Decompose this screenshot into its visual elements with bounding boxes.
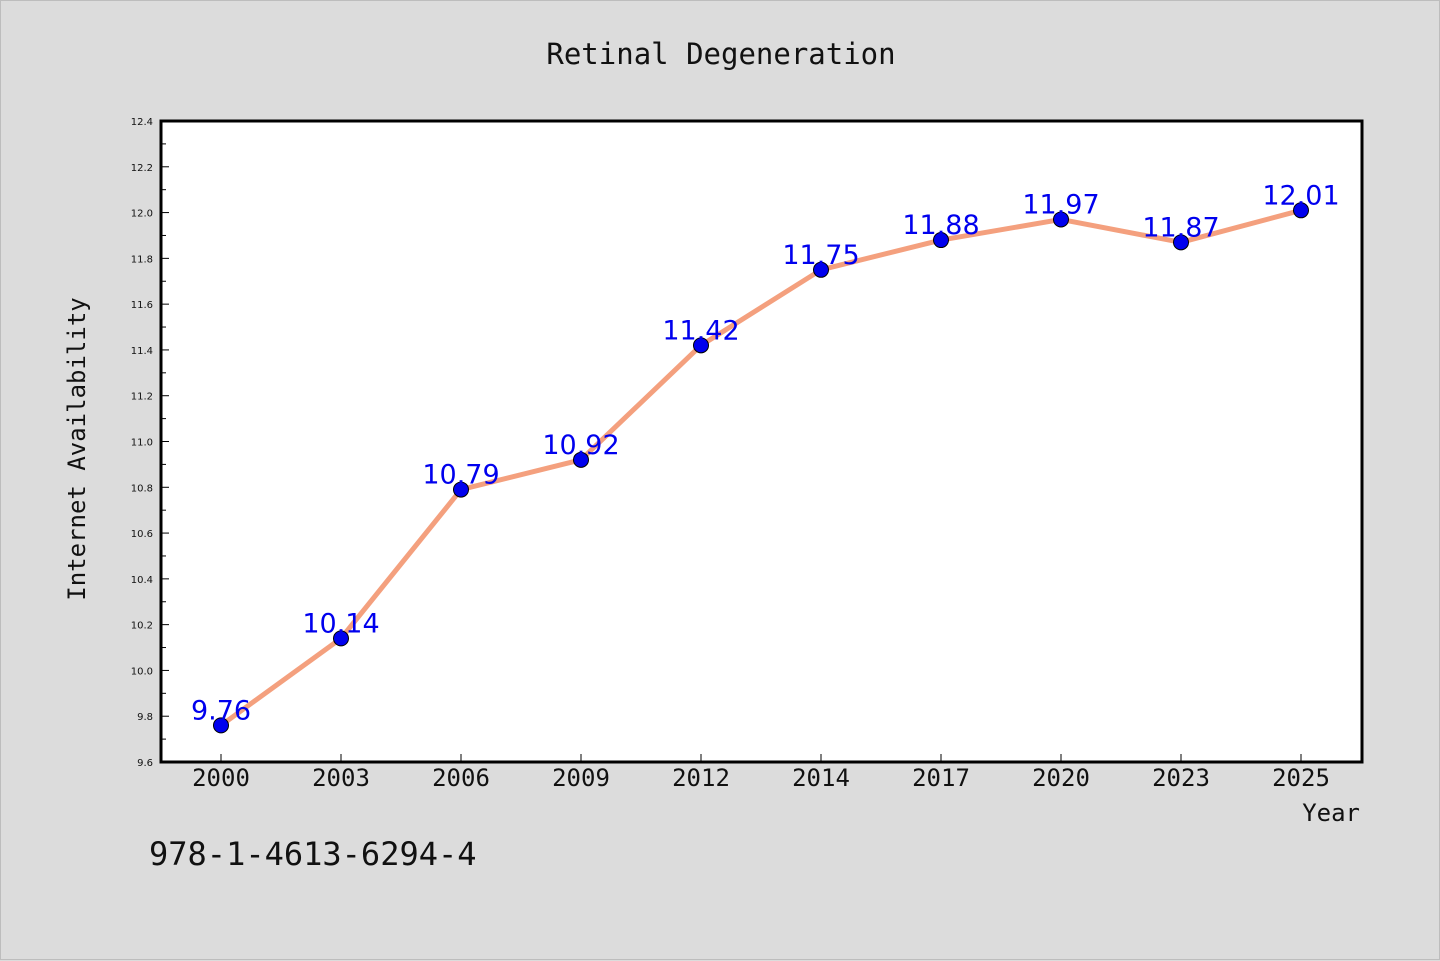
x-tick-label: 2023 [1152,764,1210,792]
data-point [213,717,229,734]
data-point [333,630,349,647]
data-point [453,481,469,498]
x-tick-label: 2025 [1272,764,1330,792]
y-tick-label: 11.2 [131,392,153,403]
y-tick-label: 10.6 [131,529,153,540]
data-label: 12.01 [1262,180,1339,211]
x-tick-label: 2020 [1032,764,1090,792]
data-label: 10.79 [422,460,499,491]
x-axis: 2000 2003 2006 2009 2012 2014 2017 2020 2023 2025 [192,754,1330,792]
x-tick-label: 2003 [312,764,370,792]
series-line [219,207,1302,728]
y-tick-label: 12.2 [131,163,153,174]
x-tick-label: 2017 [912,764,970,792]
y-tick-label: 11.6 [131,300,153,311]
y-tick-label: 12.4 [131,117,153,128]
series-line-group [219,207,1302,728]
data-label: 9.76 [191,695,251,726]
x-axis-label: Year [1302,799,1360,827]
y-tick-label: 10.4 [131,575,153,586]
data-label: 11.87 [1142,212,1219,243]
markers-group [213,202,1309,734]
chart-title: Retinal Degeneration [546,37,895,71]
x-tick-label: 2014 [792,764,850,792]
y-tick-label: 12.0 [131,209,153,220]
x-tick-label: 2012 [672,764,730,792]
y-tick-label: 10.2 [131,621,153,632]
data-point [933,232,949,249]
y-tick-label: 11.8 [131,254,153,265]
data-label: 11.42 [662,315,739,346]
data-point [1173,234,1189,251]
y-tick-label: 9.8 [137,712,153,723]
y-axis-label: Internet Availability [63,297,91,600]
data-label: 10.14 [302,608,379,639]
y-tick-label: 10.8 [131,483,153,494]
isbn-caption: 978-1-4613-6294-4 [149,835,477,873]
data-label: 11.88 [902,210,979,241]
x-tick-label: 2000 [192,764,250,792]
y-tick-label: 11.4 [131,346,153,357]
plot-area [159,119,1364,764]
data-label: 11.75 [782,240,859,271]
y-tick-label: 9.6 [137,758,153,769]
x-tick-label: 2009 [552,764,610,792]
y-tick-label: 10.0 [131,666,153,677]
data-point [693,337,709,354]
data-labels-group: 9.76 10.14 10.79 10.92 11.42 11.75 11.88 11.97 1… [191,180,1340,726]
x-tick-label: 2006 [432,764,490,792]
y-axis: 9.6 9.8 10.0 10.2 10.4 10.6 10.8 11.0 11.2 11.4 11… [131,117,169,769]
data-point [573,451,589,468]
data-label: 10.92 [542,430,619,461]
data-label: 11.97 [1022,189,1099,220]
y-tick-label: 11.0 [131,438,153,449]
data-point [813,261,829,278]
data-point [1293,202,1309,219]
data-point [1053,211,1069,228]
